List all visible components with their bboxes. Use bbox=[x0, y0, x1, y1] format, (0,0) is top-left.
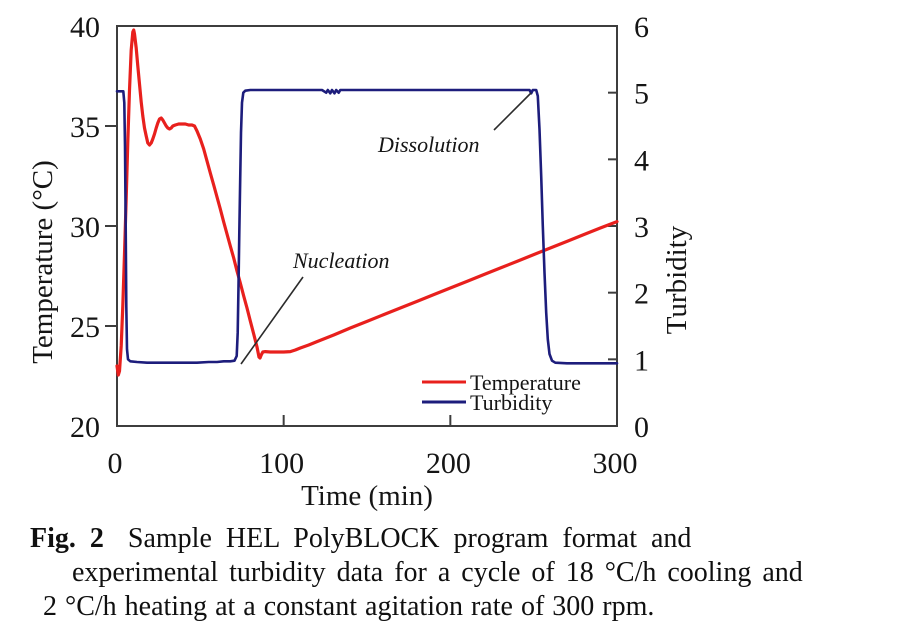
right-axis-title: Turbidity bbox=[661, 225, 693, 334]
caption-line-2: experimental turbidity data for a cycle … bbox=[72, 557, 803, 588]
x-axis-tick-label: 100 bbox=[259, 447, 304, 480]
x-axis-tick-label: 0 bbox=[108, 447, 123, 480]
figure-label: Fig. 2 bbox=[30, 523, 104, 554]
left-axis-tick-label: 20 bbox=[70, 411, 100, 444]
left-axis-tick-label: 40 bbox=[70, 11, 100, 44]
right-axis-tick-label: 2 bbox=[634, 278, 649, 311]
right-axis-tick-label: 3 bbox=[634, 211, 649, 244]
right-axis-tick-label: 1 bbox=[634, 344, 649, 377]
right-axis-tick-label: 5 bbox=[634, 78, 649, 111]
annotation-nucleation: Nucleation bbox=[292, 248, 390, 273]
annotation-dissolution: Dissolution bbox=[377, 132, 479, 157]
caption-line-3: 2 °C/h heating at a constant agitation r… bbox=[43, 591, 655, 622]
leader-line-nucleation bbox=[240, 276, 304, 365]
x-axis-tick-label: 200 bbox=[426, 447, 471, 480]
x-axis-title: Time (min) bbox=[301, 480, 433, 512]
caption-text-1: Sample HEL PolyBLOCK program format and bbox=[127, 523, 692, 554]
left-axis-title: Temperature (°C) bbox=[27, 160, 59, 364]
x-axis-tick-label: 300 bbox=[593, 447, 638, 480]
temperature-series bbox=[115, 28, 619, 377]
left-axis-tick-label: 25 bbox=[70, 311, 100, 344]
right-axis-tick-label: 6 bbox=[634, 11, 649, 44]
legend-label-temperature: Temperature bbox=[470, 370, 581, 395]
chart-area: 20 25 30 35 40 0 1 2 3 4 5 6 0 100 200 300 Temperature (… bbox=[27, 11, 693, 512]
leader-line-dissolution bbox=[493, 92, 532, 131]
turbidity-temperature-chart: 20 25 30 35 40 0 1 2 3 4 5 6 0 100 200 300 Temperature (… bbox=[27, 11, 693, 512]
left-axis-tick-label: 30 bbox=[70, 211, 100, 244]
turbidity-series bbox=[115, 88, 619, 365]
right-axis-tick-label: 0 bbox=[634, 411, 649, 444]
legend-label-turbidity: Turbidity bbox=[470, 390, 552, 415]
left-axis-tick-label: 35 bbox=[70, 111, 100, 144]
right-axis-tick-label: 4 bbox=[634, 144, 649, 177]
caption-line-1: Fig. 2 Sample HEL PolyBLOCK program forma… bbox=[30, 522, 691, 556]
